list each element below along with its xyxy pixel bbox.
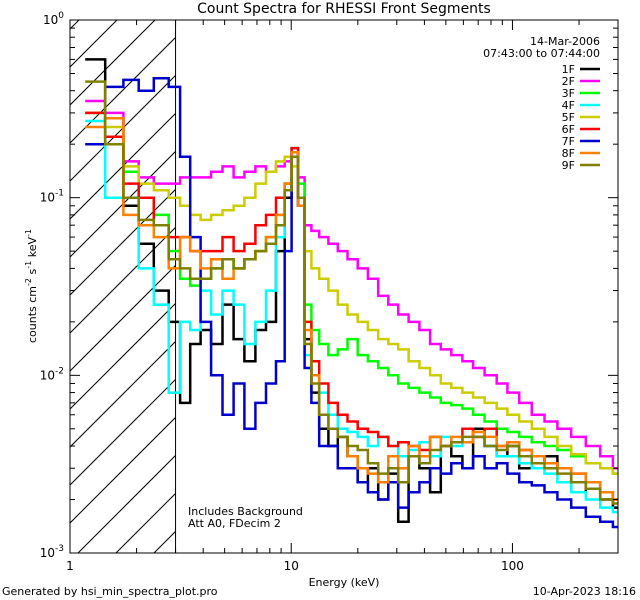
- x-axis-ticks: 1 10 100: [66, 20, 619, 573]
- series-lines: [85, 58, 618, 529]
- time-range-label: 07:43:00 to 07:44:00: [483, 47, 600, 60]
- y-tick-label: 10-2: [40, 366, 64, 382]
- hatch-line: [70, 226, 176, 334]
- hatch-line: [70, 20, 156, 106]
- y-axis-label: counts cm-2 s-1 keV-1: [24, 229, 39, 343]
- series-2F: [85, 99, 618, 470]
- y-label-mid2: keV: [26, 237, 39, 261]
- legend-label-3F: 3F: [562, 87, 575, 100]
- chart-title: Count Spectra for RHESSI Front Segments: [197, 1, 491, 17]
- series-9F: [85, 80, 618, 505]
- annotation-background: Includes Background: [188, 505, 303, 518]
- hatch-line: [70, 378, 176, 486]
- x-tick-label: 1: [66, 559, 74, 573]
- y-tick-label: 10-3: [40, 544, 64, 560]
- legend-label-1F: 1F: [562, 63, 575, 76]
- date-label: 14-Mar-2006: [530, 35, 600, 48]
- legend-label-4F: 4F: [562, 99, 575, 112]
- y-tick-label: 100: [43, 11, 64, 27]
- y-label-exp1: -2: [24, 278, 33, 286]
- legend-label-2F: 2F: [562, 75, 575, 88]
- y-label-exp2: -1: [24, 261, 33, 269]
- y-label-mid1: s: [26, 268, 39, 277]
- legend-label-8F: 8F: [562, 147, 575, 160]
- series-4F: [85, 119, 618, 514]
- legend-label-7F: 7F: [562, 135, 575, 148]
- x-tick-label: 10: [284, 559, 299, 573]
- y-label-base: counts cm: [26, 286, 39, 343]
- hatch-line: [70, 150, 176, 258]
- excluded-region-hatch: [70, 20, 176, 553]
- legend-label-9F: 9F: [562, 159, 575, 172]
- legend-label-6F: 6F: [562, 123, 575, 136]
- y-axis-ticks: 10-3 10-2 10-1 100: [40, 11, 618, 560]
- hatch-line: [70, 188, 176, 296]
- x-axis-label: Energy (keV): [309, 576, 380, 589]
- y-tick-label: 10-1: [40, 189, 64, 205]
- hatch-line: [70, 20, 118, 68]
- x-tick-label: 100: [501, 559, 524, 573]
- y-label-exp3: -1: [24, 229, 33, 237]
- annotation-attenuator: Att A0, FDecim 2: [188, 517, 281, 530]
- hatch-line: [70, 36, 176, 144]
- hatch-line: [70, 416, 176, 524]
- legend-label-5F: 5F: [562, 111, 575, 124]
- footer-timestamp: 10-Apr-2023 18:16: [533, 585, 636, 598]
- series-5F: [85, 111, 618, 475]
- footer-generator: Generated by hsi_min_spectra_plot.pro: [2, 585, 218, 598]
- plot-frame: [69, 19, 619, 554]
